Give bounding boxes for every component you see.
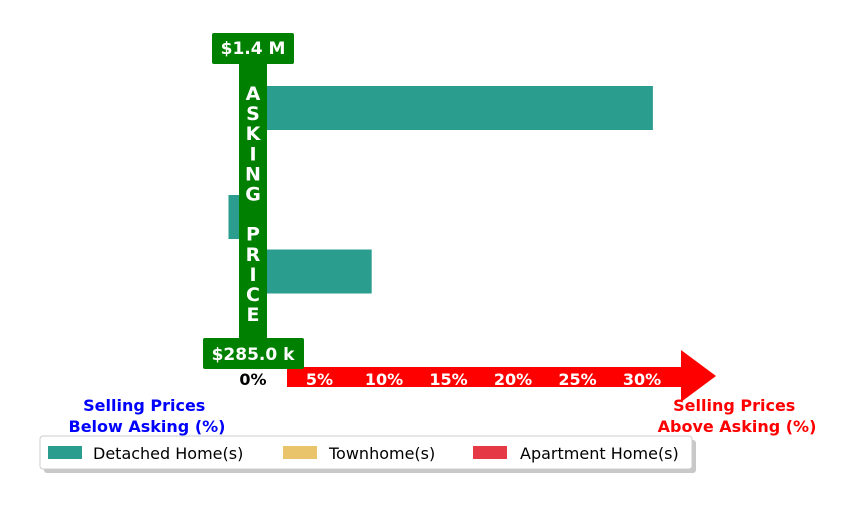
x-tick-1: 5% — [306, 370, 333, 389]
axis-letter-10: C — [246, 284, 260, 306]
legend-label-apartment: Apartment Home(s) — [520, 444, 679, 463]
above-asking-line-1: Selling Prices — [673, 396, 795, 415]
x-tick-2: 10% — [365, 370, 403, 389]
axis-letter-9: I — [249, 264, 256, 286]
axis-letter-2: K — [246, 123, 262, 145]
axis-letter-11: E — [247, 304, 260, 326]
legend: Detached Home(s) Townhome(s) Apartment H… — [39, 435, 696, 473]
axis-letter-5: G — [245, 184, 261, 206]
bar-detached-home-s-2 — [253, 249, 372, 294]
asking-price-axis — [239, 58, 267, 348]
axis-letter-0: A — [246, 83, 261, 105]
legend-swatch-townhome — [283, 446, 317, 459]
axis-letter-4: N — [245, 163, 261, 185]
below-asking-label: Selling Prices Below Asking (%) — [69, 396, 226, 436]
legend-label-townhome: Townhome(s) — [328, 444, 435, 463]
x-tick-0: 0% — [239, 370, 266, 389]
x-tick-5: 25% — [558, 370, 596, 389]
below-asking-line-1: Selling Prices — [83, 396, 205, 415]
bar-detached-home-s-0 — [253, 86, 653, 130]
legend-box — [39, 435, 693, 470]
bottom-price-box — [203, 338, 304, 369]
above-asking-label: Selling Prices Above Asking (%) — [658, 396, 817, 436]
axis-letter-1: S — [246, 103, 260, 125]
legend-swatch-apartment — [473, 446, 507, 459]
axis-letter-8: R — [246, 244, 261, 266]
legend-label-detached: Detached Home(s) — [93, 444, 243, 463]
below-asking-line-2: Below Asking (%) — [69, 417, 226, 436]
top-price-label: $1.4 M — [221, 39, 286, 59]
legend-swatch-detached — [48, 446, 82, 459]
x-tick-labels: 0% 5% 10% 15% 20% 25% 30% — [239, 370, 661, 389]
bottom-price-label: $285.0 k — [212, 345, 296, 365]
top-price-box — [212, 33, 294, 64]
above-asking-arrow — [287, 350, 716, 402]
x-tick-6: 30% — [623, 370, 661, 389]
x-tick-4: 20% — [494, 370, 532, 389]
above-asking-line-2: Above Asking (%) — [658, 417, 817, 436]
axis-letter-3: I — [249, 143, 256, 165]
x-tick-3: 15% — [429, 370, 467, 389]
bars-layer — [228, 86, 653, 348]
axis-letter-7: P — [246, 224, 260, 246]
